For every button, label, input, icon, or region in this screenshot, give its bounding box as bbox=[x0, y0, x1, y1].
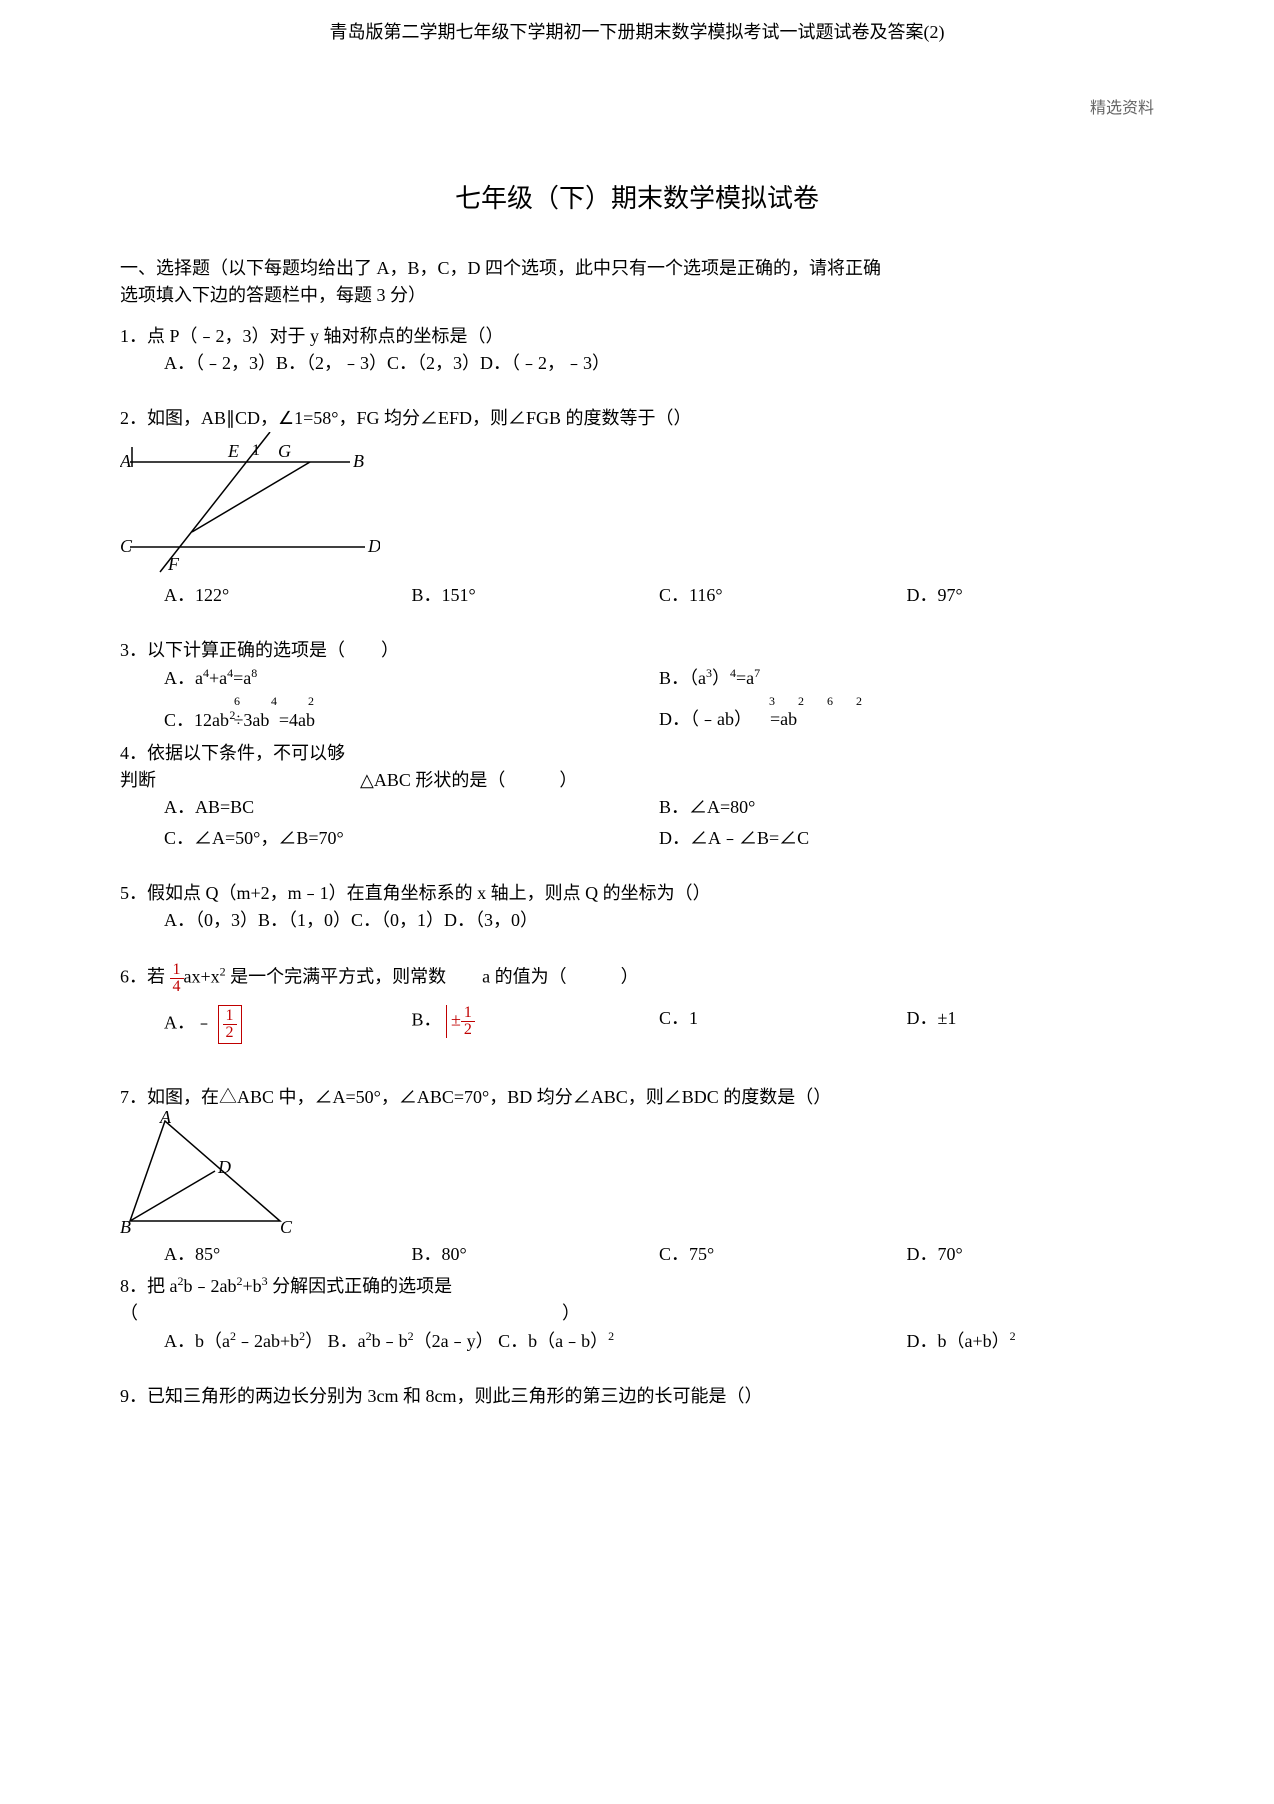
q7-figure: A B C D bbox=[120, 1111, 1154, 1241]
q8-options: A．b（a2﹣2ab+b2） B．a2b﹣b2（2a﹣y） C．b（a﹣b）2 … bbox=[164, 1327, 1154, 1355]
q3-stem: 3．以下计算正确的选项是（ ） bbox=[120, 637, 1154, 664]
svg-text:G: G bbox=[278, 441, 291, 461]
svg-text:F: F bbox=[167, 554, 180, 574]
svg-text:1: 1 bbox=[252, 442, 260, 459]
doc-header-title: 青岛版第二学期七年级下学期初一下册期末数学模拟考试一试题试卷及答案(2) bbox=[0, 0, 1274, 44]
svg-text:A: A bbox=[120, 451, 132, 471]
q5-options: A．（0，3）B．（1，0）C．（0，1）D．（3，0） bbox=[164, 907, 1154, 934]
q7-stem: 7．如图，在△ABC 中，∠A=50°，∠ABC=70°，BD 均分∠ABC，则… bbox=[120, 1084, 1154, 1111]
q7-options: A．85° B．80° C．75° D．70° bbox=[164, 1241, 1154, 1268]
q8-paren: （） bbox=[120, 1300, 580, 1327]
q9-stem: 9．已知三角形的两边长分别为 3cm 和 8cm，则此三角形的第三边的长可能是（… bbox=[120, 1383, 1154, 1410]
q4-line1: 4．依据以下条件，不可以够 bbox=[120, 740, 1154, 767]
svg-text:A: A bbox=[159, 1111, 172, 1127]
q6-options: A．﹣ 12 B． ±12 C．1 D．±1 bbox=[164, 1005, 1154, 1044]
svg-text:C: C bbox=[280, 1217, 293, 1237]
q4-line2: 判断 △ABC 形状的是（ ） bbox=[120, 767, 1154, 794]
section1-line1: 一、选择题（以下每题均给出了 A，B，C，D 四个选项，此中只有一个选项是正确的… bbox=[120, 255, 1154, 282]
svg-text:E: E bbox=[227, 441, 239, 461]
svg-text:B: B bbox=[120, 1217, 131, 1237]
q5-stem: 5．假如点 Q（m+2，m﹣1）在直角坐标系的 x 轴上，则点 Q 的坐标为（） bbox=[120, 880, 1154, 907]
q2-options: A．122° B．151° C．116° D．97° bbox=[164, 582, 1154, 609]
q1-options: A．（﹣2，3）B．（2，﹣3）C．（2，3）D．（﹣2，﹣3） bbox=[164, 350, 1154, 377]
svg-text:C: C bbox=[120, 536, 133, 556]
svg-text:B: B bbox=[353, 451, 364, 471]
q8-stem: 8．把 a2b﹣2ab2+b3 分解因式正确的选项是 bbox=[120, 1272, 1154, 1300]
q3-row1: A．a4+a4=a8 6 4 2 B．（a3）4=a7 3 2 6 2 bbox=[164, 664, 1154, 710]
header-note: 精选资料 bbox=[0, 44, 1274, 118]
q4-opts1: A．AB=BCB．∠A=80° bbox=[164, 794, 1154, 821]
q2-stem: 2．如图，AB∥CD，∠1=58°，FG 均分∠EFD，则∠FGB 的度数等于（… bbox=[120, 405, 1154, 432]
q2-figure: A B C D E 1 G F bbox=[120, 432, 1154, 582]
q1-stem: 1．点 P（﹣2，3）对于 y 轴对称点的坐标是（） bbox=[120, 323, 1154, 350]
q3-row2: C．12ab ÷3ab2 =4ab D．（﹣ab） =ab bbox=[164, 706, 1154, 734]
q6-stem: 6．若 14ax+x2 是一个完满平方式，则常数 a 的值为（ ） bbox=[120, 962, 1154, 995]
q4-opts2: C．∠A=50°，∠B=70°D．∠A﹣∠B=∠C bbox=[164, 825, 1154, 852]
page-title: 七年级（下）期末数学模拟试卷 bbox=[0, 178, 1274, 215]
svg-text:D: D bbox=[217, 1157, 231, 1177]
svg-text:D: D bbox=[367, 536, 380, 556]
section1-line2: 选项填入下边的答题栏中，每题 3 分） bbox=[120, 282, 1154, 309]
